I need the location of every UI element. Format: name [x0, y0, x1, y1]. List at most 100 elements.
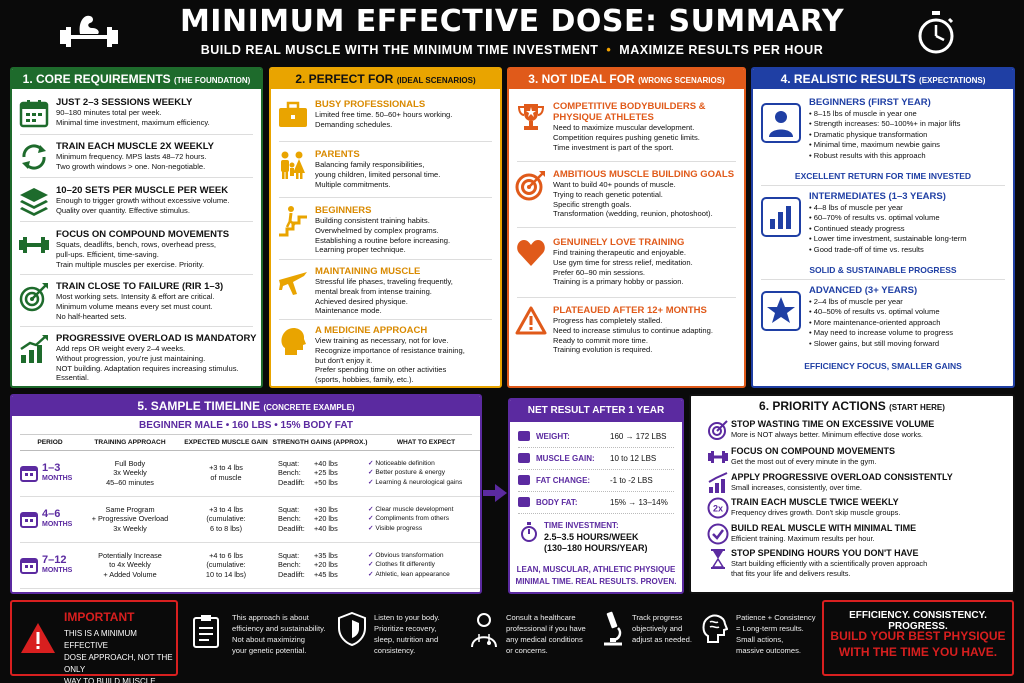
notideal-panel-header: 3. NOT IDEAL FOR (WRONG SCENARIOS): [509, 69, 744, 89]
perfect-panel-header: 2. PERFECT FOR (IDEAL SCENARIOS): [271, 69, 500, 89]
lift-value: +30 lbs: [314, 504, 338, 514]
notideal-item-title: COMPETITIVE BODYBUILDERS & PHYSIQUE ATHL…: [553, 101, 706, 123]
shield-icon: [338, 612, 366, 646]
divider: [517, 297, 736, 298]
person-icon: [761, 103, 801, 143]
timeline-panel-header: 5. SAMPLE TIMELINE (CONCRETE EXAMPLE): [12, 396, 480, 416]
lift-name: Deadlift:: [278, 477, 305, 487]
lift-value: +45 lbs: [314, 569, 338, 579]
net-result-panel: NET RESULT AFTER 1 YEAR WEIGHT: 160 → 172…: [508, 398, 684, 594]
divider: [20, 434, 472, 435]
not-ideal-panel: 3. NOT IDEAL FOR (WRONG SCENARIOS) COMPE…: [507, 67, 746, 388]
net-result-label: MUSCLE GAIN:: [518, 453, 610, 463]
notideal-item-body: Need to maximize muscular development. C…: [553, 123, 700, 152]
net-result-value: 160 → 172 LBS: [610, 432, 667, 441]
family-icon: [281, 151, 305, 179]
divider: [20, 326, 253, 327]
priority-item-body: Small increases, consistently, over time…: [731, 483, 862, 492]
perfect-item-title: MAINTAINING MUSCLE: [315, 266, 421, 277]
net-result-value: -1 to -2 LBS: [610, 476, 653, 485]
net-result-row: WEIGHT: 160 → 172 LBS: [518, 426, 674, 448]
flexed-arm-dumbbell-icon: [60, 15, 118, 47]
warning-icon: [515, 306, 547, 335]
lift-name: Bench:: [278, 560, 301, 570]
timeline-panel-subtitle: (CONCRETE EXAMPLE): [263, 403, 355, 412]
stopwatch-icon: [521, 522, 537, 542]
lift-value: +20 lbs: [314, 514, 338, 524]
head-icon: [281, 328, 306, 355]
doctor-icon: [471, 613, 497, 648]
sample-timeline-panel: 5. SAMPLE TIMELINE (CONCRETE EXAMPLE) BE…: [10, 394, 482, 594]
column-header: TRAINING APPROACH: [80, 436, 180, 451]
column-header: PERIOD: [20, 436, 80, 451]
period-unit: MONTHS: [42, 567, 73, 575]
lift-name: Bench:: [278, 468, 301, 478]
target-icon: [708, 420, 728, 440]
results-bullet: May need to increase volume to progress: [809, 328, 1009, 338]
footer-note: Listen to your body. Prioritize recovery…: [374, 613, 440, 655]
approach-cell: Potentially Increase to 4x Weekly + Adde…: [80, 542, 180, 589]
expect-item: Clothes fit differently: [368, 560, 480, 570]
period-unit: MONTHS: [42, 521, 73, 529]
timeline-table: PERIOD TRAINING APPROACH EXPECTED MUSCLE…: [20, 436, 480, 589]
expect-cell: Noticeable definition Better posture & e…: [368, 450, 480, 497]
perfect-item-body: Balancing family responsibilities, young…: [315, 160, 441, 189]
target-icon: [19, 283, 48, 312]
period-cell: 4–6 MONTHS: [20, 496, 80, 543]
lift-name: Deadlift:: [278, 523, 305, 533]
results-panel-title: 4. REALISTIC RESULTS: [780, 72, 916, 86]
priority-item-body: Start building efficiently with a scient…: [731, 559, 928, 578]
perfect-item-body: Stressful life phases, traveling frequen…: [315, 277, 453, 316]
divider: [20, 274, 253, 275]
core-item-title: JUST 2–3 SESSIONS WEEKLY: [56, 97, 193, 108]
growth-chart-icon: [708, 472, 728, 493]
period-value: 4–6: [42, 508, 61, 521]
timeline-header-row: PERIOD TRAINING APPROACH EXPECTED MUSCLE…: [20, 436, 480, 451]
lift-value: +25 lbs: [314, 468, 338, 478]
tagline-bottom: BUILD YOUR BEST PHYSIQUE WITH THE TIME Y…: [830, 629, 1006, 659]
perfect-item-title: BUSY PROFESSIONALS: [315, 99, 426, 110]
strength-cell: Squat: +40 lbs Bench: +25 lbs Deadlift: +50…: [272, 450, 368, 497]
core-item-body: Minimum frequency. MPS lasts 48–72 hours…: [56, 152, 207, 171]
expect-item: Noticeable definition: [368, 459, 480, 469]
core-item-title: 10–20 SETS PER MUSCLE PER WEEK: [56, 185, 229, 196]
column-header: EXPECTED MUSCLE GAIN: [180, 436, 272, 451]
expect-item: Better posture & energy: [368, 468, 480, 478]
results-bullet: More maintenance-oriented approach: [809, 318, 1009, 328]
important-box: IMPORTANT THIS IS A MINIMUM EFFECTIVE DO…: [10, 600, 178, 683]
footer-note: Consult a healthcare professional if you…: [506, 613, 586, 655]
lift-name: Deadlift:: [278, 569, 305, 579]
priority-item-body: More is NOT always better. Minimum effec…: [731, 430, 923, 439]
lift-value: +20 lbs: [314, 560, 338, 570]
perfect-item-title: BEGINNERS: [315, 205, 372, 216]
brain-icon: [702, 614, 728, 643]
results-bullet: 60–70% of results vs. optimal volume: [809, 213, 1009, 223]
perfect-for-panel: 2. PERFECT FOR (IDEAL SCENARIOS) BUSY PR…: [269, 67, 502, 388]
period-value: 7–12: [42, 554, 67, 567]
column-header: WHAT TO EXPECT: [368, 436, 480, 451]
lift-value: +35 lbs: [314, 550, 338, 560]
2x-icon: 2x: [707, 497, 729, 519]
svg-text:2x: 2x: [713, 504, 723, 514]
cycle-arrows-icon: [22, 144, 46, 170]
priority-item-title: STOP WASTING TIME ON EXCESSIVE VOLUME: [731, 419, 935, 429]
expect-cell: Obvious transformation Clothes fit diffe…: [368, 542, 480, 589]
priority-item-body: Efficient training. Maximum results per …: [731, 534, 875, 543]
dumbbell-icon: [19, 237, 49, 253]
priority-item-title: FOCUS ON COMPOUND MOVEMENTS: [731, 446, 896, 456]
calendar-icon: [20, 466, 38, 482]
divider: [20, 134, 253, 135]
footer-note: Track progress objectively and adjust as…: [632, 613, 692, 644]
results-bullet: Dramatic physique transformation: [809, 130, 1009, 140]
footer-notes: This approach is about efficiency and su…: [186, 600, 816, 676]
results-item-footer: EFFICIENCY FOCUS, SMALLER GAINS: [804, 361, 962, 371]
arrow-right-icon: [483, 484, 507, 502]
perfect-item-body: View training as necessary, not for love…: [315, 336, 465, 385]
calendar-icon: [20, 512, 38, 528]
results-item-title: ADVANCED (3+ YEARS): [809, 285, 918, 296]
results-bullet: Minimal time, maximum newbie gains: [809, 140, 1009, 150]
gain-cell: +3 to 4 lbs of muscle: [180, 450, 272, 497]
lift-name: Squat:: [278, 504, 300, 514]
expect-cell: Clear muscle development Compliments fro…: [368, 496, 480, 543]
clipboard-icon: [193, 615, 219, 648]
